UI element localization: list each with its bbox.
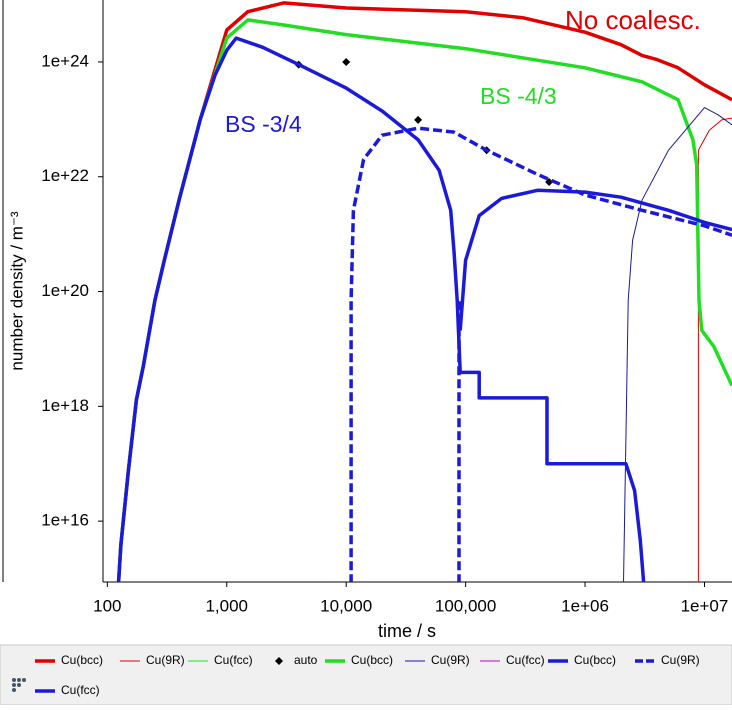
x-axis-label: time / s (378, 621, 436, 641)
series-line (119, 38, 644, 583)
legend-label: Cu(9R) (431, 653, 470, 667)
x-tick-label: 1,000 (205, 596, 248, 615)
series-line (624, 108, 732, 584)
y-tick-label: 1e+16 (41, 511, 89, 530)
annotation: No coalesc. (565, 5, 701, 35)
series-line (351, 128, 732, 583)
series-line (460, 190, 732, 330)
legend-label: Cu(fcc) (61, 683, 100, 697)
series-line (119, 20, 732, 583)
legend-label: Cu(9R) (661, 653, 700, 667)
legend-label: Cu(bcc) (351, 653, 393, 667)
legend-label: Cu(fcc) (214, 653, 253, 667)
annotation: BS -3/4 (225, 111, 302, 137)
y-tick-label: 1e+22 (41, 166, 89, 185)
y-axis-label: number density / m⁻³ (7, 211, 26, 371)
x-tick-label: 1e+07 (681, 596, 729, 615)
y-tick-label: 1e+24 (41, 51, 89, 70)
legend-label: auto (294, 653, 318, 667)
legend-label: Cu(bcc) (574, 653, 616, 667)
data-point (414, 116, 422, 124)
data-point (342, 58, 350, 66)
y-tick-label: 1e+18 (41, 396, 89, 415)
y-tick-label: 1e+20 (41, 281, 89, 300)
legend-label: Cu(bcc) (61, 653, 103, 667)
x-tick-label: 100 (93, 596, 121, 615)
x-tick-label: 100,000 (435, 596, 496, 615)
x-tick-label: 10,000 (320, 596, 372, 615)
legend-label: Cu(9R) (146, 653, 185, 667)
annotation: BS -4/3 (480, 83, 557, 109)
legend-label: Cu(fcc) (506, 653, 545, 667)
plot-area (119, 3, 732, 583)
x-tick-label: 1e+06 (561, 596, 609, 615)
